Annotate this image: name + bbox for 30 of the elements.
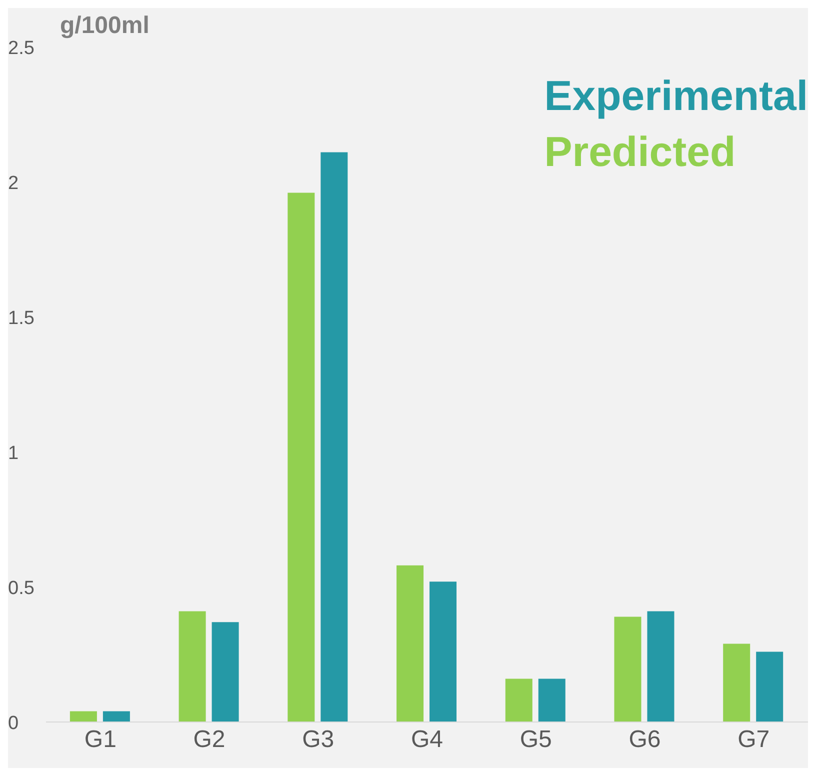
y-axis-title: g/100ml (60, 12, 150, 40)
bar (647, 611, 674, 722)
y-tick-label: 0.5 (8, 578, 34, 599)
x-tick-label: G4 (410, 726, 444, 754)
x-tick-label: G6 (628, 726, 661, 754)
x-tick-label: G1 (84, 726, 116, 754)
x-tick-label: G5 (520, 726, 552, 754)
bar (723, 644, 750, 722)
bar (70, 711, 97, 722)
y-tick-label: 2.5 (8, 38, 34, 59)
bar (288, 192, 315, 722)
bar (102, 711, 130, 722)
bar (396, 565, 424, 722)
y-tick-label: 1 (8, 443, 19, 464)
x-tick-label: G2 (193, 726, 226, 754)
bar (178, 611, 206, 722)
bar (212, 622, 239, 722)
y-tick-label: 1.5 (8, 308, 34, 329)
bar (538, 678, 566, 722)
text: Predicted (544, 127, 736, 177)
y-tick-label: 0 (8, 713, 19, 734)
bar (614, 616, 642, 722)
text: Experimental (544, 71, 808, 121)
y-tick-label: 2 (8, 173, 19, 194)
bar (505, 678, 532, 722)
bar (430, 582, 457, 722)
x-tick-label: G3 (302, 726, 334, 754)
bar (320, 152, 348, 722)
bar (756, 652, 784, 722)
x-tick-label: G7 (738, 726, 770, 754)
